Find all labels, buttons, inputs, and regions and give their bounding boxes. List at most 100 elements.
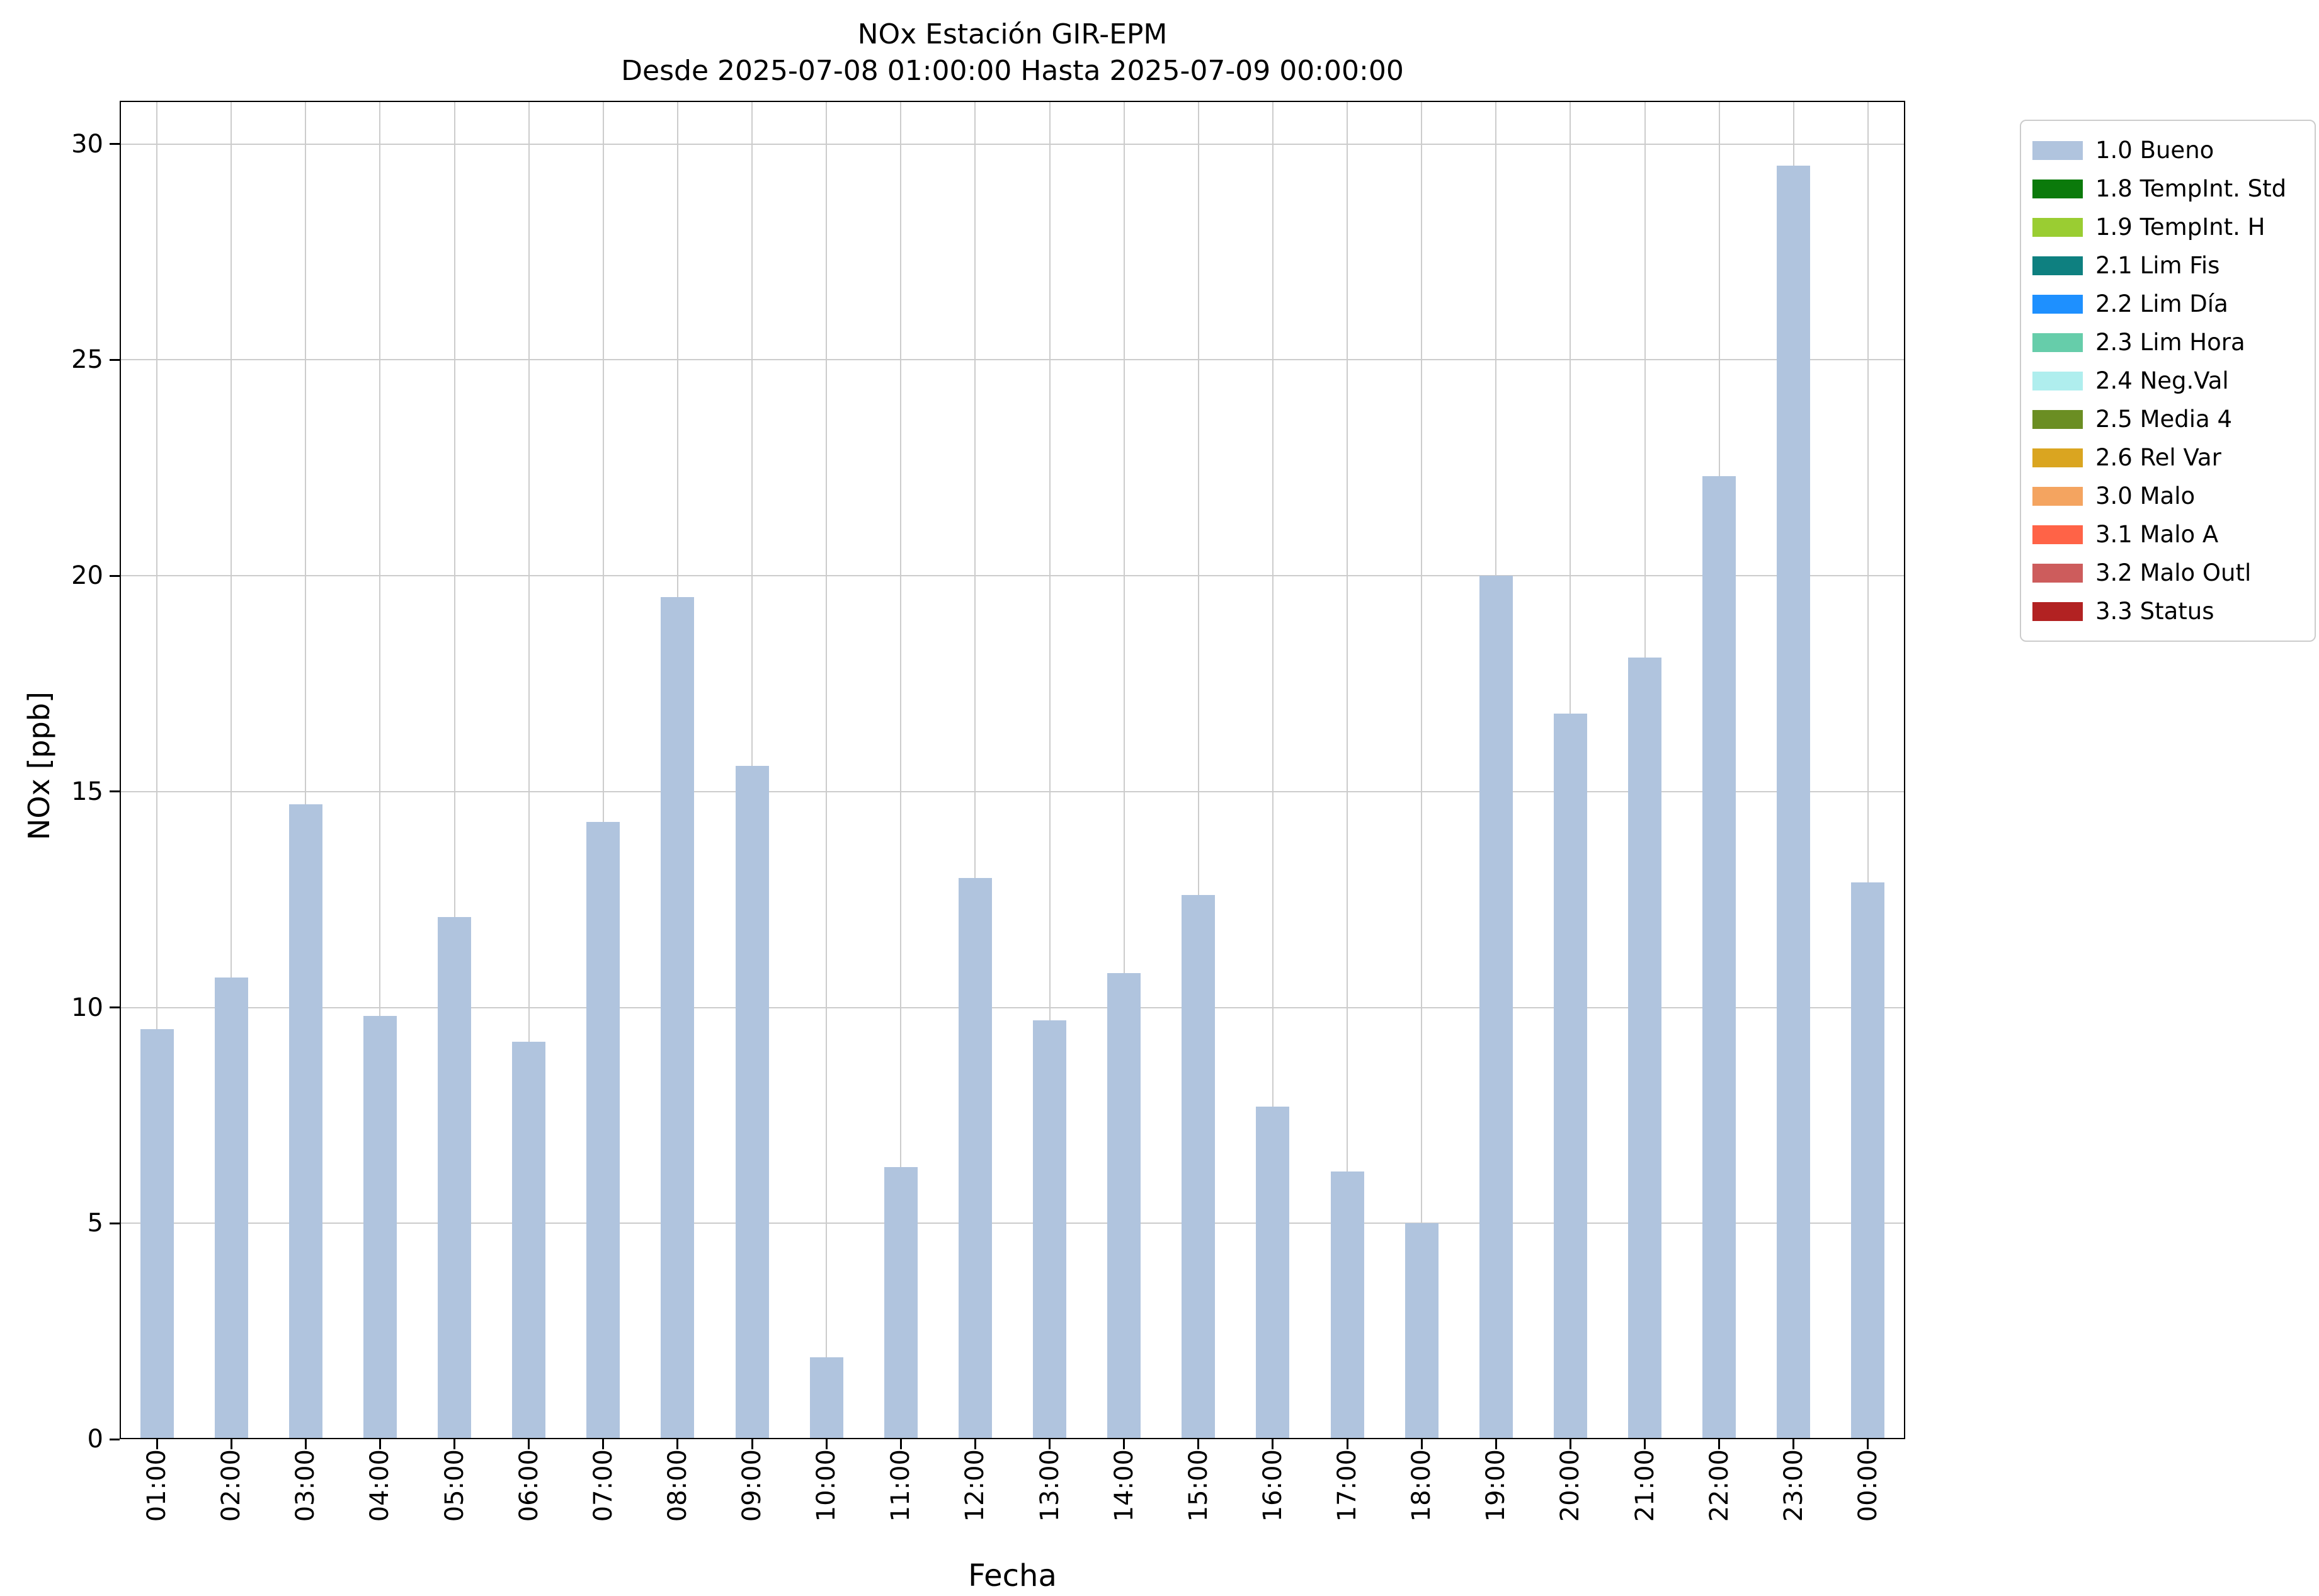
legend-item-label: 2.6 Rel Var [2095, 444, 2221, 471]
legend-swatch [2032, 333, 2083, 352]
gridline-x-07:00 [602, 101, 604, 1439]
gridline-y-25 [120, 359, 1905, 361]
bar-06:00 [512, 1042, 546, 1439]
y-tick-mark [110, 143, 120, 145]
legend-item: 3.2 Malo Outl [2032, 554, 2303, 592]
x-tick-label: 18:00 [1407, 1449, 1437, 1522]
bar-20:00 [1553, 714, 1587, 1439]
bar-15:00 [1182, 895, 1216, 1439]
x-tick-mark [751, 1439, 753, 1449]
bar-17:00 [1330, 1171, 1364, 1439]
x-tick-label: 08:00 [663, 1449, 692, 1522]
bar-07:00 [586, 821, 620, 1439]
x-tick-label: 04:00 [365, 1449, 395, 1522]
legend-swatch [2032, 294, 2083, 314]
y-tick-mark [110, 574, 120, 577]
y-tick-label: 15 [71, 777, 103, 806]
legend: 1.0 Bueno 1.8 TempInt. Std 1.9 TempInt. H 2… [2020, 120, 2316, 642]
x-tick-mark [304, 1439, 307, 1449]
x-tick-mark [453, 1439, 456, 1449]
x-tick-mark [379, 1439, 381, 1449]
x-tick-label: 22:00 [1704, 1449, 1734, 1522]
x-tick-mark [1792, 1439, 1795, 1449]
x-tick-mark [528, 1439, 530, 1449]
legend-item-label: 3.3 Status [2095, 598, 2214, 625]
bar-02:00 [214, 977, 248, 1439]
gridline-x-01:00 [156, 101, 158, 1439]
gridline-x-04:00 [379, 101, 381, 1439]
gridline-y-5 [120, 1223, 1905, 1224]
bar-08:00 [661, 597, 695, 1439]
y-tick-mark [110, 358, 120, 361]
legend-item-label: 3.2 Malo Outl [2095, 559, 2252, 586]
gridline-y-30 [120, 143, 1905, 145]
bar-11:00 [884, 1167, 918, 1439]
y-tick-label: 20 [71, 561, 103, 591]
bar-00:00 [1851, 882, 1885, 1439]
y-tick-label: 10 [71, 993, 103, 1022]
gridline-x-17:00 [1347, 101, 1348, 1439]
x-tick-label: 19:00 [1481, 1449, 1511, 1522]
bar-18:00 [1405, 1223, 1439, 1439]
x-tick-label: 20:00 [1556, 1449, 1585, 1522]
gridline-y-15 [120, 790, 1905, 792]
gridline-x-15:00 [1197, 101, 1199, 1439]
x-tick-mark [602, 1439, 605, 1449]
plot-area [120, 101, 1905, 1439]
x-tick-mark [156, 1439, 158, 1449]
legend-swatch [2032, 409, 2083, 429]
x-tick-label: 14:00 [1109, 1449, 1139, 1522]
x-tick-label: 00:00 [1853, 1449, 1883, 1522]
gridline-x-10:00 [826, 101, 828, 1439]
y-tick-mark [110, 1222, 120, 1224]
bar-22:00 [1702, 476, 1736, 1439]
bar-16:00 [1256, 1107, 1290, 1439]
legend-item: 3.0 Malo [2032, 477, 2303, 515]
x-tick-label: 05:00 [440, 1449, 469, 1522]
gridline-y-10 [120, 1006, 1905, 1008]
y-tick-mark [110, 790, 120, 793]
bar-13:00 [1033, 1020, 1067, 1439]
gridline-x-00:00 [1867, 101, 1869, 1439]
legend-item-label: 1.8 TempInt. Std [2095, 175, 2287, 202]
x-tick-mark [1495, 1439, 1497, 1449]
x-tick-label: 07:00 [588, 1449, 618, 1522]
legend-item: 1.0 Bueno [2032, 131, 2303, 169]
x-tick-mark [1197, 1439, 1200, 1449]
x-axis-label: Fecha [968, 1558, 1057, 1593]
legend-item: 3.3 Status [2032, 592, 2303, 630]
bar-21:00 [1628, 658, 1662, 1439]
x-tick-mark [1049, 1439, 1051, 1449]
legend-item: 3.1 Malo A [2032, 515, 2303, 554]
legend-item-label: 2.2 Lim Día [2095, 290, 2228, 317]
legend-item: 2.2 Lim Día [2032, 285, 2303, 323]
x-tick-mark [825, 1439, 828, 1449]
legend-item-label: 2.3 Lim Hora [2095, 329, 2245, 356]
legend-item-label: 2.4 Neg.Val [2095, 367, 2229, 394]
legend-item: 2.3 Lim Hora [2032, 323, 2303, 362]
x-tick-label: 12:00 [960, 1449, 990, 1522]
legend-item: 2.4 Neg.Val [2032, 362, 2303, 400]
gridline-x-16:00 [1272, 101, 1273, 1439]
x-tick-label: 13:00 [1035, 1449, 1064, 1522]
bar-03:00 [288, 804, 322, 1439]
legend-swatch [2032, 179, 2083, 198]
x-tick-mark [1867, 1439, 1869, 1449]
legend-swatch [2032, 217, 2083, 237]
x-tick-label: 23:00 [1779, 1449, 1808, 1522]
legend-item: 2.1 Lim Fis [2032, 246, 2303, 285]
chart-subtitle: Desde 2025-07-08 01:00:00 Hasta 2025-07-… [621, 55, 1404, 87]
legend-item-label: 3.1 Malo A [2095, 521, 2219, 548]
bar-19:00 [1479, 576, 1513, 1439]
x-tick-mark [1420, 1439, 1423, 1449]
x-tick-mark [1346, 1439, 1348, 1449]
legend-swatch [2032, 256, 2083, 275]
x-tick-label: 16:00 [1258, 1449, 1287, 1522]
x-tick-mark [230, 1439, 232, 1449]
y-tick-label: 0 [87, 1425, 103, 1454]
chart-title: NOx Estación GIR-EPM [857, 18, 1168, 50]
legend-swatch [2032, 525, 2083, 544]
legend-swatch [2032, 371, 2083, 390]
bar-10:00 [809, 1357, 843, 1439]
